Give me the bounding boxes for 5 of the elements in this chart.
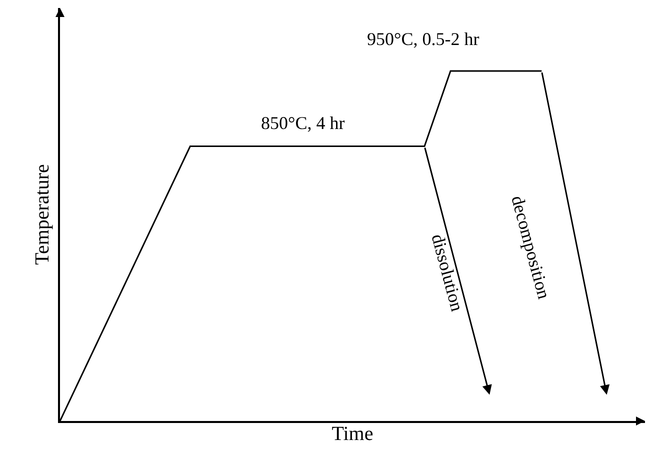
text: 950°C, 0.5-2 hr [367, 29, 480, 49]
x-axis-title: Time [332, 423, 374, 446]
annotation: dissolution [428, 232, 468, 314]
y-axis-title: Temperature [31, 164, 54, 265]
annotation: 850°C, 4 hr [261, 113, 345, 133]
